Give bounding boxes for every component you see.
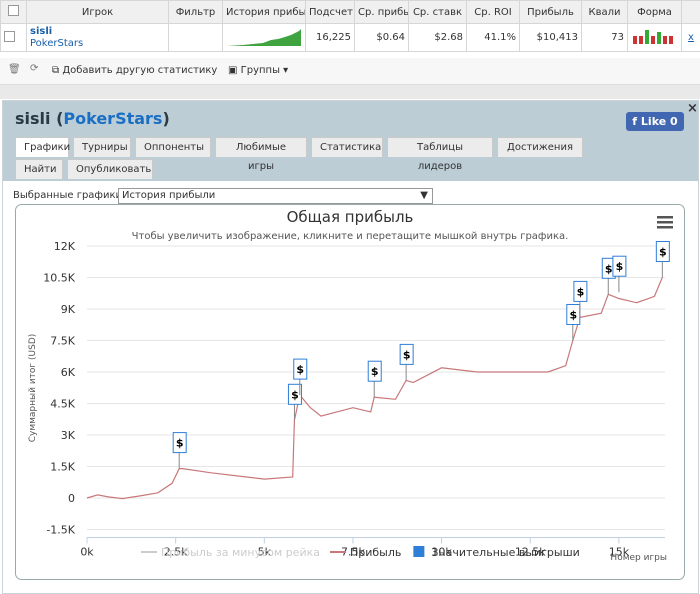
y-tick-label: 12K — [54, 240, 76, 253]
y-tick-label: 10.5K — [43, 272, 75, 285]
stat-cell: $0.64 — [355, 24, 409, 52]
flag-label: $ — [616, 260, 624, 273]
toolbar: 🗑 ⟳ ⧉ Добавить другую статистику ▣ Групп… — [0, 58, 700, 85]
tab[interactable]: Любимые игры — [215, 137, 307, 157]
form-cell — [628, 24, 682, 52]
flag-label: $ — [659, 246, 667, 259]
tab[interactable]: Опубликовать — [67, 159, 153, 179]
stat-cell: 41.1% — [467, 24, 520, 52]
tab[interactable]: Найти — [15, 159, 63, 179]
tab[interactable]: Турниры — [73, 137, 131, 157]
column-header[interactable]: Ср. прибы — [355, 1, 409, 24]
column-header[interactable]: Форма — [628, 1, 682, 24]
y-tick-label: 4.5K — [50, 398, 75, 411]
y-tick-label: 0 — [68, 492, 75, 505]
sparkline — [223, 24, 306, 48]
tab[interactable]: Таблицы лидеров — [387, 137, 493, 157]
y-tick-label: 9K — [61, 303, 76, 316]
title-site[interactable]: PokerStars — [63, 109, 162, 128]
flag-label: $ — [291, 388, 299, 401]
add-stat-label: Добавить другую статистику — [62, 65, 217, 76]
x-tick-label: 0k — [80, 546, 94, 559]
tab[interactable]: Оппоненты — [135, 137, 211, 157]
y-tick-label: -1.5K — [46, 524, 75, 537]
tab[interactable]: Графики — [15, 137, 69, 157]
flag-label: $ — [296, 363, 304, 376]
column-header[interactable]: Подсчет — [306, 1, 355, 24]
select-value: История прибыли — [122, 190, 215, 201]
flag-label: $ — [176, 437, 184, 450]
column-header[interactable]: Фильтр — [169, 1, 223, 24]
select-label: Выбранные графики: — [13, 190, 125, 201]
separator — [0, 85, 700, 99]
like-count: 0 — [670, 115, 678, 128]
player-name[interactable]: sisli — [30, 26, 165, 38]
chart: Общая прибыль Чтобы увеличить изображени… — [15, 204, 685, 580]
add-stat[interactable]: ⧉ Добавить другую статистику — [52, 65, 217, 76]
tab[interactable]: Статистика — [311, 137, 383, 157]
stat-cell: $2.68 — [409, 24, 467, 52]
chart-title: Общая прибыль — [287, 208, 414, 226]
column-header[interactable]: Ср. ROI — [467, 1, 520, 24]
refresh-icon[interactable]: ⟳ — [30, 63, 38, 74]
legend-label[interactable]: Значительные выигрыши — [431, 546, 579, 559]
menu-icon[interactable] — [657, 216, 673, 229]
flag-label: $ — [403, 348, 411, 361]
panel-title: sisli (PokerStars) — [15, 109, 170, 128]
title-close-paren: ) — [162, 109, 169, 128]
legend-label[interactable]: Прибыль за минусом рейка — [161, 546, 320, 559]
legend-label[interactable]: Прибыль — [350, 546, 401, 559]
title-player: sisli ( — [15, 109, 63, 128]
row-select[interactable] — [1, 24, 27, 52]
flag-label: $ — [577, 285, 585, 298]
chart-subtitle: Чтобы увеличить изображение, кликните и … — [132, 231, 569, 242]
column-header[interactable]: Игрок — [27, 1, 169, 24]
select-all[interactable] — [1, 1, 27, 24]
stat-cell: $10,413 — [520, 24, 582, 52]
flag-label: $ — [605, 262, 613, 275]
stat-cell: 16,225 — [306, 24, 355, 52]
flag-label: $ — [569, 309, 577, 322]
y-tick-label: 1.5K — [50, 461, 75, 474]
like-label: Like — [641, 115, 666, 128]
like-button[interactable]: f Like 0 — [626, 112, 684, 131]
y-axis-label: Суммарный итог (USD) — [28, 334, 38, 443]
y-tick-label: 6K — [61, 366, 76, 379]
column-header[interactable]: История прибы — [223, 1, 306, 24]
form-bars — [631, 26, 679, 46]
tab[interactable]: Достижения — [497, 137, 583, 157]
column-header[interactable]: Ср. ставк — [409, 1, 467, 24]
groups-label: Группы — [241, 65, 280, 76]
column-header-empty — [682, 1, 700, 24]
groups-menu[interactable]: ▣ Группы ▾ — [228, 65, 288, 76]
site-name: PokerStars — [30, 38, 165, 50]
close-button[interactable]: × — [687, 101, 698, 116]
delete-icon[interactable]: 🗑 — [8, 64, 21, 75]
y-tick-label: 3K — [61, 429, 76, 442]
x-tick-label: 15k — [609, 546, 630, 559]
flag-label: $ — [371, 365, 379, 378]
stat-cell: 73 — [582, 24, 628, 52]
column-header[interactable]: Прибыль — [520, 1, 582, 24]
chart-frame — [16, 205, 685, 580]
chart-select[interactable]: История прибыли▼ — [118, 188, 433, 204]
remove-link[interactable]: x — [682, 24, 700, 52]
legend-swatch — [413, 546, 424, 557]
y-tick-label: 7.5K — [50, 335, 75, 348]
column-header[interactable]: Квали — [582, 1, 628, 24]
